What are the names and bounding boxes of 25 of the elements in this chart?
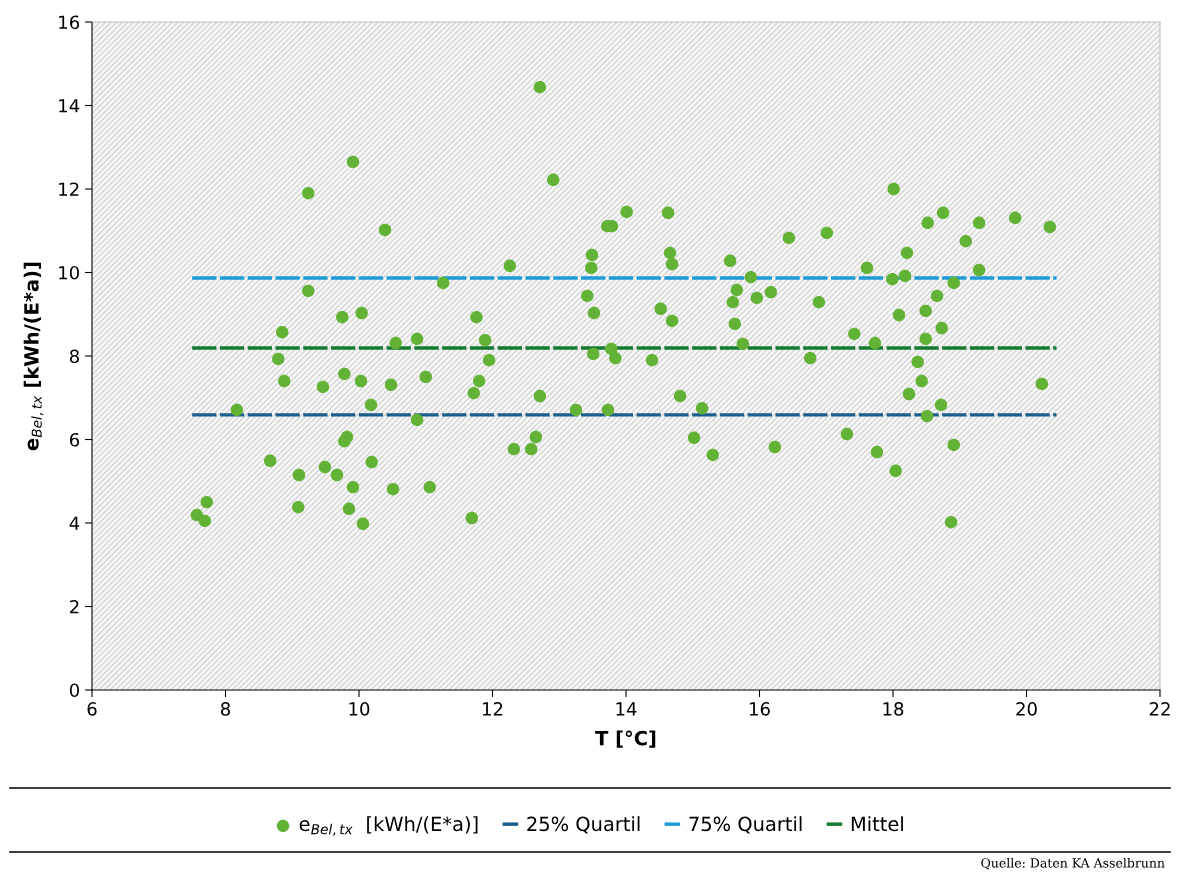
x-tick-label: 22 (1149, 702, 1170, 716)
y-tick-label: 4 (69, 516, 80, 530)
y-tick-label: 6 (69, 432, 80, 447)
legend-label: e$_{Bel,tx}$ [kWh/(E*a)] (299, 816, 478, 836)
source-note: Quelle: Daten KA Asselbrunn (981, 857, 1165, 870)
x-tick-label: 12 (483, 702, 503, 716)
legend-label: 25% Quartil (527, 816, 640, 834)
x-tick-label: 14 (616, 702, 637, 716)
y-axis-title: e$_{Bel,tx}$ [kWh/(E*a)] (23, 262, 44, 451)
x-tick-label: 20 (1016, 702, 1037, 716)
x-tick-label: 18 (883, 702, 904, 716)
y-tick-label: 10 (59, 265, 79, 280)
x-tick-label: 8 (220, 702, 231, 716)
x-tick-label: 16 (750, 702, 770, 716)
y-tick-label: 2 (70, 599, 79, 614)
x-tick-label: 10 (349, 702, 370, 716)
y-tick-label: 0 (69, 683, 79, 698)
y-tick-label: 14 (59, 99, 80, 113)
y-tick-label: 12 (59, 182, 79, 196)
y-tick-label: 16 (59, 15, 80, 30)
y-tick-label: 8 (69, 349, 79, 364)
legend-label: 75% Quartil (689, 816, 802, 834)
x-axis-title: T [°C] (595, 730, 656, 748)
x-tick-label: 6 (87, 702, 97, 716)
legend-label: Mittel (851, 816, 903, 832)
